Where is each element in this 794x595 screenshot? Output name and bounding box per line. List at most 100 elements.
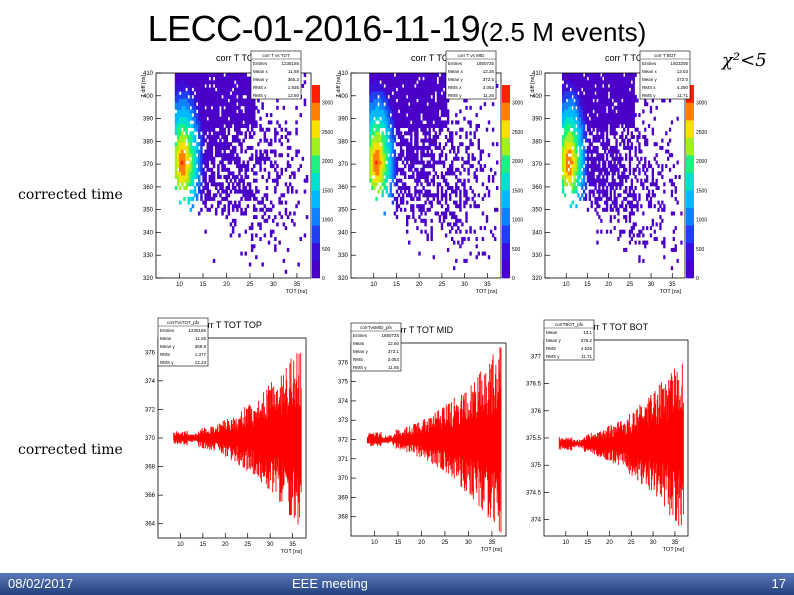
heatmap-cell xyxy=(202,116,205,121)
heatmap-cell xyxy=(459,189,462,194)
plot-title: corr T TOT TOP xyxy=(198,320,262,330)
heatmap-cell xyxy=(229,105,233,110)
heatmap-cell xyxy=(416,120,419,125)
heatmap-cell xyxy=(214,76,218,81)
heatmap-cell xyxy=(562,149,565,154)
heatmap-cell xyxy=(600,229,603,234)
heatmap-cell xyxy=(611,207,614,212)
heatmap-cell xyxy=(571,83,574,88)
heatmap-cell xyxy=(231,113,235,118)
heatmap-cell xyxy=(619,186,622,190)
heatmap-cell xyxy=(600,142,603,147)
heatmap-cell xyxy=(393,87,397,92)
heatmap-cell xyxy=(600,218,603,223)
heatmap-cell xyxy=(212,258,216,263)
heatmap-cell xyxy=(451,189,454,194)
heatmap-cell xyxy=(588,102,591,107)
heatmap-cell xyxy=(600,83,603,88)
heatmap-cell xyxy=(393,94,397,99)
heatmap-cell xyxy=(440,80,444,85)
heatmap-cell xyxy=(592,138,595,143)
heatmap-cell xyxy=(571,91,574,96)
heatmap-cell xyxy=(625,116,628,121)
heatmap-cell xyxy=(227,105,231,110)
heatmap-cell xyxy=(225,124,228,128)
heatmap-cell xyxy=(449,131,452,136)
heatmap-cell xyxy=(577,105,580,110)
x-tick-label: 35 xyxy=(484,282,491,288)
heatmap-cell xyxy=(227,73,231,77)
heatmap-cell xyxy=(231,182,235,187)
heatmap-cell xyxy=(373,142,376,147)
heatmap-cell xyxy=(399,109,403,114)
heatmap-cell xyxy=(244,149,247,154)
heatmap-cell xyxy=(397,120,401,125)
heatmap-cell xyxy=(430,109,433,114)
heatmap-cell xyxy=(596,87,599,92)
heatmap-cell xyxy=(617,167,620,172)
heatmap-cell xyxy=(430,138,433,143)
heatmap-cell xyxy=(617,120,620,125)
heatmap-cell xyxy=(647,124,651,128)
heatmap-cell xyxy=(284,167,288,172)
heatmap-cell xyxy=(223,102,226,107)
heatmap-cell xyxy=(619,87,622,92)
heatmap-cell xyxy=(420,102,423,107)
heatmap-cell xyxy=(377,171,380,176)
heatmap-cell xyxy=(174,120,178,125)
heatmap-cell xyxy=(428,109,431,114)
heatmap-cell xyxy=(234,156,237,161)
heatmap-cell xyxy=(613,116,616,121)
heatmap-cell xyxy=(234,87,237,92)
heatmap-cell xyxy=(200,145,203,150)
heatmap-cell xyxy=(586,149,590,154)
heatmap-cell xyxy=(214,83,218,88)
heatmap-cell xyxy=(227,153,231,158)
heatmap-cell xyxy=(602,145,605,150)
heatmap-cell xyxy=(295,105,298,110)
heatmap-cell xyxy=(377,87,380,92)
heatmap-cell xyxy=(293,175,296,179)
heatmap-cell xyxy=(588,105,591,110)
heatmap-cell xyxy=(630,207,633,212)
color-bar-label: 2500 xyxy=(512,130,523,136)
heatmap-cell xyxy=(399,98,403,103)
heatmap-cell xyxy=(455,193,458,198)
heatmap-cell xyxy=(463,204,466,209)
heatmap-cell xyxy=(567,145,570,150)
heatmap-cell xyxy=(174,145,178,150)
heatmap-cell xyxy=(562,87,565,92)
heatmap-cell xyxy=(229,73,233,77)
heatmap-cell xyxy=(377,98,380,103)
heatmap-cell xyxy=(609,193,612,198)
heatmap-cell xyxy=(653,156,656,161)
heatmap-cell xyxy=(397,83,401,88)
heatmap-cell xyxy=(438,105,442,110)
color-bar-label: 1000 xyxy=(512,218,523,224)
heatmap-cell xyxy=(617,83,620,88)
heatmap-cell xyxy=(604,164,607,169)
heatmap-cell xyxy=(231,218,235,223)
heatmap-cell xyxy=(451,142,454,147)
heatmap-cell xyxy=(217,175,220,179)
heatmap-cell xyxy=(395,83,399,88)
heatmap-cell xyxy=(459,229,462,234)
heatmap-cell xyxy=(206,80,209,85)
heatmap-cell xyxy=(227,186,231,190)
heatmap-cell xyxy=(385,138,388,143)
heatmap-cell xyxy=(617,156,620,161)
heatmap-cell xyxy=(430,178,433,183)
heatmap-cell xyxy=(210,94,214,99)
chi-square-condition: χ²<5 xyxy=(722,50,767,71)
heatmap-cell xyxy=(404,94,407,99)
heatmap-cell xyxy=(584,113,588,118)
heatmap-cell xyxy=(571,73,574,77)
heatmap-cell xyxy=(221,120,224,125)
heatmap-cell xyxy=(399,135,403,139)
heatmap-cell xyxy=(414,186,417,190)
heatmap-cell xyxy=(404,105,407,110)
heatmap-cell xyxy=(185,171,188,176)
heatmap-cell xyxy=(565,124,569,128)
heatmap-cell xyxy=(261,215,264,220)
heatmap-cell xyxy=(565,94,569,99)
